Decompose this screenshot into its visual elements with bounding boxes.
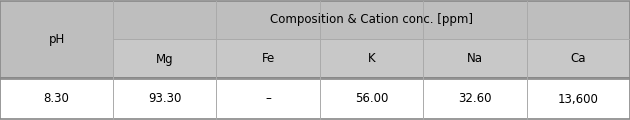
Bar bbox=[216, 79, 320, 119]
Bar bbox=[527, 79, 630, 119]
Text: Composition & Cation conc. [ppm]: Composition & Cation conc. [ppm] bbox=[270, 14, 473, 27]
Bar bbox=[113, 39, 216, 79]
Bar bbox=[320, 39, 423, 79]
Text: –: – bbox=[265, 93, 271, 105]
Text: 56.00: 56.00 bbox=[355, 93, 388, 105]
Text: Na: Na bbox=[467, 53, 483, 66]
Text: 13,600: 13,600 bbox=[558, 93, 598, 105]
Bar bbox=[216, 39, 320, 79]
Bar bbox=[527, 39, 630, 79]
Text: 32.60: 32.60 bbox=[458, 93, 491, 105]
Text: K: K bbox=[368, 53, 375, 66]
Text: 93.30: 93.30 bbox=[148, 93, 181, 105]
Bar bbox=[0, 79, 113, 119]
Bar bbox=[113, 1, 630, 39]
Text: 8.30: 8.30 bbox=[43, 93, 69, 105]
Text: Mg: Mg bbox=[156, 53, 173, 66]
Bar bbox=[423, 79, 527, 119]
Text: pH: pH bbox=[49, 33, 65, 46]
Bar bbox=[320, 79, 423, 119]
Text: Ca: Ca bbox=[571, 53, 586, 66]
Bar bbox=[423, 39, 527, 79]
Bar bbox=[113, 79, 216, 119]
Text: Fe: Fe bbox=[261, 53, 275, 66]
Bar bbox=[0, 1, 113, 79]
